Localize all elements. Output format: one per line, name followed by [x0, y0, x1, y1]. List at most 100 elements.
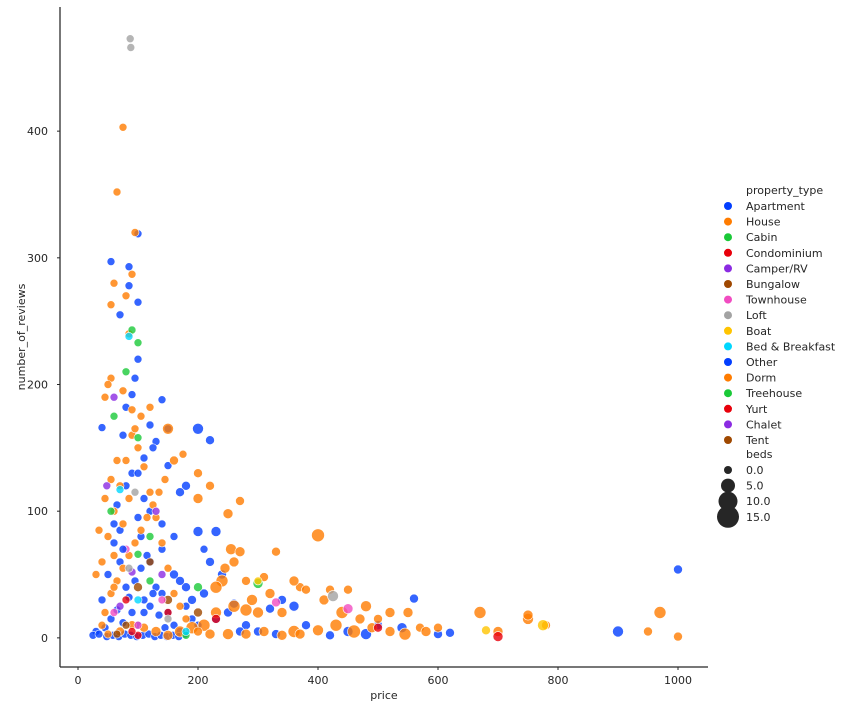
data-point [163, 461, 173, 470]
data-point [163, 563, 173, 573]
data-point [433, 622, 443, 633]
legend-size-marker [717, 505, 739, 528]
data-point [127, 390, 137, 399]
data-point [157, 570, 167, 579]
data-point [133, 513, 143, 522]
legend-label: Cabin [746, 231, 777, 244]
data-point [121, 620, 131, 630]
data-point [139, 608, 149, 617]
legend-size-label: 0.0 [746, 464, 764, 477]
legend-marker [724, 264, 732, 273]
data-point [187, 595, 197, 605]
data-point [222, 508, 234, 520]
legend-marker [724, 404, 732, 413]
data-point [109, 519, 119, 529]
data-point [192, 422, 204, 435]
legend-label: Townhouse [745, 294, 807, 307]
data-point [115, 310, 125, 320]
data-point [106, 300, 116, 310]
data-point [154, 610, 164, 620]
data-point [125, 34, 135, 44]
legend-marker [724, 389, 732, 398]
data-point [294, 628, 306, 640]
data-point [109, 411, 119, 421]
legend-marker [724, 233, 732, 242]
y-ticks: 0 100 200 300 400 [27, 125, 60, 645]
data-point [103, 380, 113, 389]
data-point [205, 557, 215, 567]
legend-marker [724, 280, 732, 288]
data-point [193, 626, 203, 637]
data-point [157, 595, 167, 605]
data-point [222, 628, 234, 640]
data-point [118, 544, 128, 554]
data-point [121, 456, 131, 465]
data-point [133, 468, 143, 478]
data-point [118, 430, 128, 440]
data-point [445, 627, 455, 638]
data-point [106, 506, 116, 516]
data-point [124, 281, 134, 291]
data-point [145, 532, 155, 541]
data-point [169, 455, 179, 466]
data-point [402, 607, 414, 618]
legend-size-marker [718, 491, 738, 511]
legend-label: Camper/RV [746, 262, 808, 275]
data-point [97, 620, 107, 630]
data-point [124, 262, 134, 272]
data-point [258, 626, 270, 637]
data-point [360, 600, 372, 613]
data-point [246, 594, 258, 606]
data-point [139, 453, 149, 463]
data-point [210, 526, 222, 537]
data-point [204, 628, 216, 640]
data-point [311, 528, 325, 543]
legend-hue-title: property_type [746, 184, 823, 197]
data-point [145, 402, 155, 412]
data-point [342, 603, 354, 615]
data-point [130, 538, 140, 548]
y-axis-label: number_of_reviews [15, 283, 28, 390]
legend-label: Yurt [745, 403, 768, 416]
data-point [103, 570, 113, 579]
data-point [235, 496, 245, 506]
x-axis-label: price [370, 689, 398, 702]
y-tick-label: 100 [27, 505, 48, 518]
legend-size-title: beds [746, 448, 773, 461]
data-point [492, 631, 504, 642]
legend-marker [724, 420, 732, 429]
data-point [169, 532, 179, 541]
data-point [97, 595, 107, 605]
data-point [169, 620, 179, 630]
data-point [612, 625, 624, 638]
data-point [130, 424, 140, 434]
data-point [537, 619, 549, 632]
data-point [288, 575, 300, 587]
data-point [133, 549, 143, 559]
x-tick-label: 200 [188, 674, 209, 687]
data-point [142, 513, 152, 522]
y-tick-label: 400 [27, 125, 48, 138]
data-point [181, 627, 191, 636]
legend-size-entries: 0.0 5.0 10.0 15.0 [717, 464, 771, 528]
data-point [145, 420, 155, 430]
data-point [409, 593, 419, 604]
legend-label: Apartment [746, 200, 806, 213]
data-point [175, 487, 185, 498]
x-tick-label: 1000 [664, 674, 692, 687]
data-point [373, 614, 383, 624]
y-tick-label: 200 [27, 379, 48, 392]
data-point [253, 576, 263, 586]
points-layer [88, 34, 683, 642]
data-point [109, 538, 119, 548]
data-point [136, 411, 146, 421]
data-point [343, 584, 353, 595]
data-point [130, 487, 140, 497]
legend-label: Chalet [746, 418, 782, 431]
data-point [160, 475, 170, 484]
data-point [118, 519, 128, 529]
data-point [133, 338, 143, 348]
data-point [209, 580, 223, 594]
data-point [106, 257, 116, 266]
data-point [522, 609, 534, 621]
